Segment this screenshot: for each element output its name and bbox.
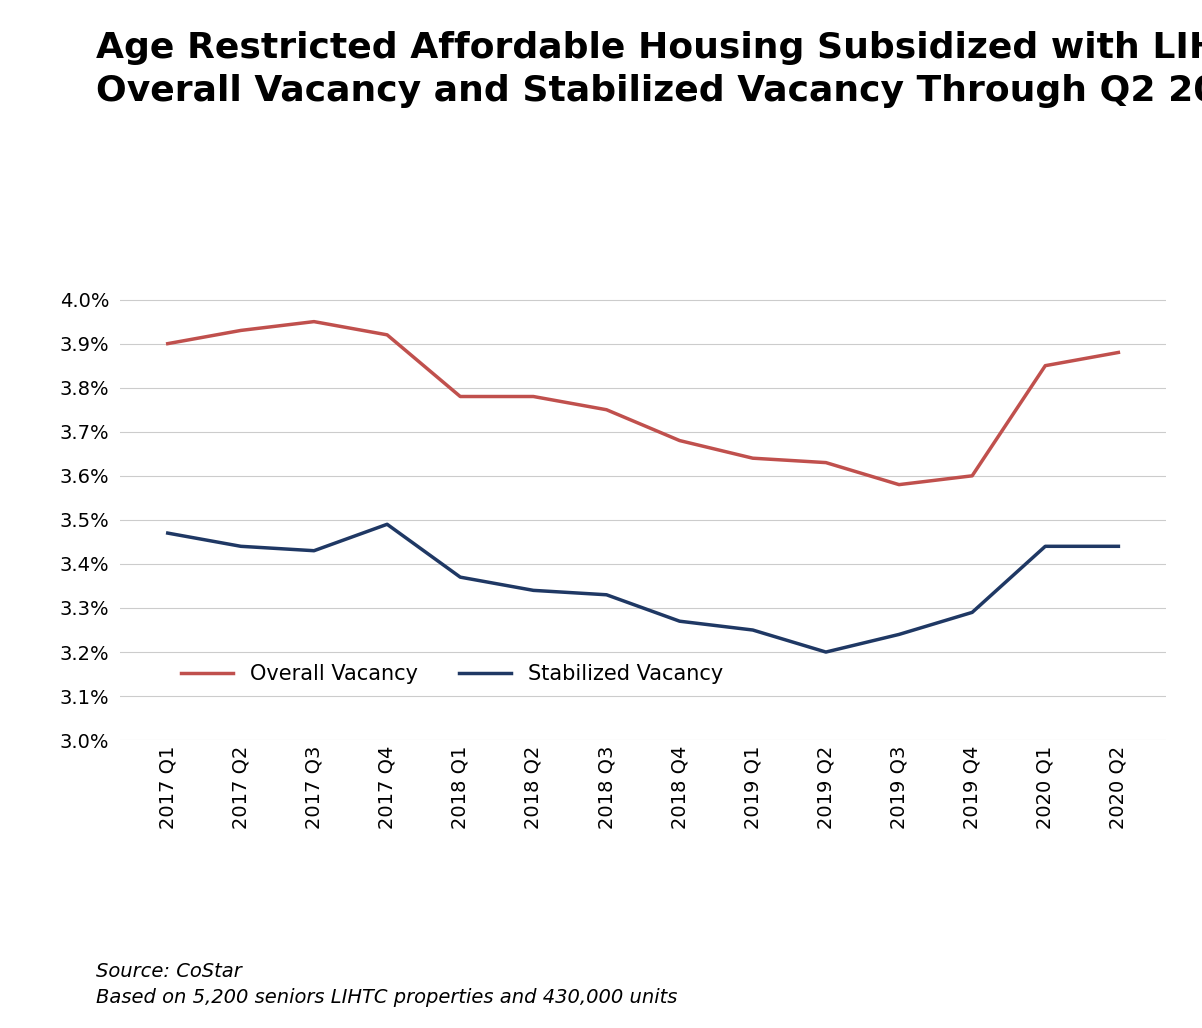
Overall Vacancy — [526, 391, 541, 403]
Overall Vacancy — [819, 456, 833, 469]
Stabilized Vacancy — [526, 584, 541, 596]
Overall Vacancy — [453, 391, 468, 403]
Stabilized Vacancy — [1039, 540, 1053, 552]
Overall Vacancy — [1039, 360, 1053, 372]
Stabilized Vacancy — [1111, 540, 1125, 552]
Stabilized Vacancy — [307, 545, 321, 557]
Overall Vacancy — [672, 435, 686, 447]
Overall Vacancy — [600, 404, 614, 416]
Stabilized Vacancy — [745, 624, 760, 636]
Text: Source: CoStar
Based on 5,200 seniors LIHTC properties and 430,000 units: Source: CoStar Based on 5,200 seniors LI… — [96, 962, 678, 1007]
Stabilized Vacancy — [380, 518, 394, 530]
Overall Vacancy — [1111, 346, 1125, 359]
Stabilized Vacancy — [965, 607, 980, 619]
Stabilized Vacancy — [233, 540, 248, 552]
Stabilized Vacancy — [600, 589, 614, 601]
Overall Vacancy — [307, 316, 321, 328]
Stabilized Vacancy — [672, 615, 686, 627]
Overall Vacancy — [892, 478, 906, 490]
Line: Overall Vacancy: Overall Vacancy — [168, 322, 1118, 484]
Stabilized Vacancy — [819, 646, 833, 658]
Overall Vacancy — [745, 452, 760, 465]
Text: Age Restricted Affordable Housing Subsidized with LIHTC
Overall Vacancy and Stab: Age Restricted Affordable Housing Subsid… — [96, 31, 1202, 108]
Stabilized Vacancy — [161, 527, 175, 540]
Overall Vacancy — [965, 470, 980, 482]
Legend: Overall Vacancy, Stabilized Vacancy: Overall Vacancy, Stabilized Vacancy — [172, 656, 732, 693]
Line: Stabilized Vacancy: Stabilized Vacancy — [168, 524, 1118, 652]
Overall Vacancy — [233, 324, 248, 336]
Overall Vacancy — [161, 337, 175, 350]
Stabilized Vacancy — [892, 628, 906, 640]
Stabilized Vacancy — [453, 571, 468, 583]
Overall Vacancy — [380, 329, 394, 341]
